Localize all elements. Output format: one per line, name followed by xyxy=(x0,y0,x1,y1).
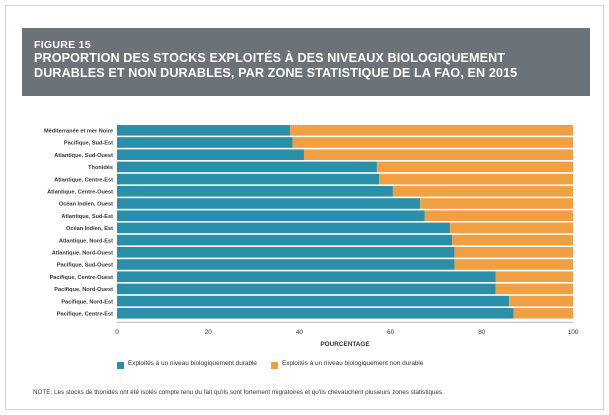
bar-sustainable-12 xyxy=(117,271,496,282)
bar-sustainable-14 xyxy=(117,295,510,307)
bar-unsustainable-9 xyxy=(452,234,573,246)
x-tick-label: 40 xyxy=(296,329,304,336)
bar-unsustainable-0 xyxy=(290,125,573,136)
bar-sustainable-2 xyxy=(117,149,304,160)
bar-unsustainable-13 xyxy=(495,283,573,295)
bar-sustainable-6 xyxy=(117,198,421,209)
bar-unsustainable-1 xyxy=(292,137,573,148)
x-tick-label: 60 xyxy=(387,329,395,336)
category-label: Pacifique, Nord-Ouest xyxy=(54,287,113,293)
category-label: Atlantique, Centre-Est xyxy=(54,177,113,183)
bar-sustainable-3 xyxy=(117,161,377,173)
x-ticks-group: 0 20 40 60 80 100 xyxy=(115,329,579,336)
bar-sustainable-13 xyxy=(117,283,496,295)
bar-sustainable-9 xyxy=(117,234,453,246)
figure-header: FIGURE 15 PROPORTION DES STOCKS EXPLOITÉ… xyxy=(22,28,590,96)
bar-unsustainable-4 xyxy=(379,173,573,185)
category-label: Thonidés xyxy=(88,165,113,171)
bar-sustainable-7 xyxy=(117,210,425,221)
bar-unsustainable-8 xyxy=(449,222,573,234)
bars-group xyxy=(117,125,573,319)
bar-sustainable-5 xyxy=(117,186,393,197)
bar-sustainable-8 xyxy=(117,222,450,234)
category-label: Atlantique, Sud-Ouest xyxy=(54,153,113,159)
bar-unsustainable-11 xyxy=(454,259,573,270)
bar-sustainable-11 xyxy=(117,259,455,270)
category-label: Atlantique, Nord-Est xyxy=(59,238,113,244)
bar-sustainable-4 xyxy=(117,173,380,185)
category-label: Atlantique, Nord-Ouest xyxy=(52,251,113,257)
bar-unsustainable-2 xyxy=(303,149,573,160)
category-label: Océan Indien, Ouest xyxy=(59,202,113,208)
x-tick-label: 100 xyxy=(568,329,579,336)
category-label: Pacifique, Nord-Est xyxy=(61,299,113,305)
figure-note: NOTE: Les stocks de thonidés ont été iso… xyxy=(33,389,444,396)
x-tick-label: 0 xyxy=(115,329,119,336)
bar-sustainable-0 xyxy=(117,125,291,136)
bar-unsustainable-10 xyxy=(454,247,573,258)
bar-sustainable-10 xyxy=(117,247,455,258)
bar-unsustainable-12 xyxy=(495,271,573,282)
bar-unsustainable-5 xyxy=(392,186,573,197)
category-label: Océan Indien, Est xyxy=(66,226,113,232)
x-axis-label: POURCENTAGE xyxy=(320,341,370,348)
category-label: Pacifique, Sud-Est xyxy=(64,141,113,147)
figure-title: PROPORTION DES STOCKS EXPLOITÉS À DES NI… xyxy=(34,51,518,80)
category-label: Atlantique, Centre-Ouest xyxy=(47,190,113,196)
bar-sustainable-15 xyxy=(117,308,514,319)
category-label: Pacifique, Sud-Ouest xyxy=(57,263,113,269)
legend-swatch-sustainable xyxy=(117,362,124,369)
category-labels-group: Méditerranée et mer Noire Pacifique, Sud-… xyxy=(44,129,113,318)
bar-unsustainable-14 xyxy=(509,295,573,307)
category-label: Atlantique, Sud-Est xyxy=(61,214,113,220)
x-tick-label: 20 xyxy=(205,329,213,336)
x-tick-label: 80 xyxy=(478,329,486,336)
bar-unsustainable-3 xyxy=(376,161,573,173)
category-label: Pacifique, Centre-Ouest xyxy=(50,275,114,281)
bar-unsustainable-15 xyxy=(513,308,573,319)
legend-swatch-unsustainable xyxy=(271,362,278,369)
legend-label-unsustainable: Exploités à un niveau biologiquement non… xyxy=(282,360,424,367)
bar-sustainable-1 xyxy=(117,137,293,148)
bar-unsustainable-6 xyxy=(420,198,573,209)
bar-unsustainable-7 xyxy=(424,210,573,221)
category-label: Méditerranée et mer Noire xyxy=(44,129,113,135)
legend-label-sustainable: Exploités à un niveau biologiquement dur… xyxy=(128,360,257,367)
category-label: Pacifique, Centre-Est xyxy=(57,312,113,318)
figure-label: FIGURE 15 xyxy=(34,39,91,51)
